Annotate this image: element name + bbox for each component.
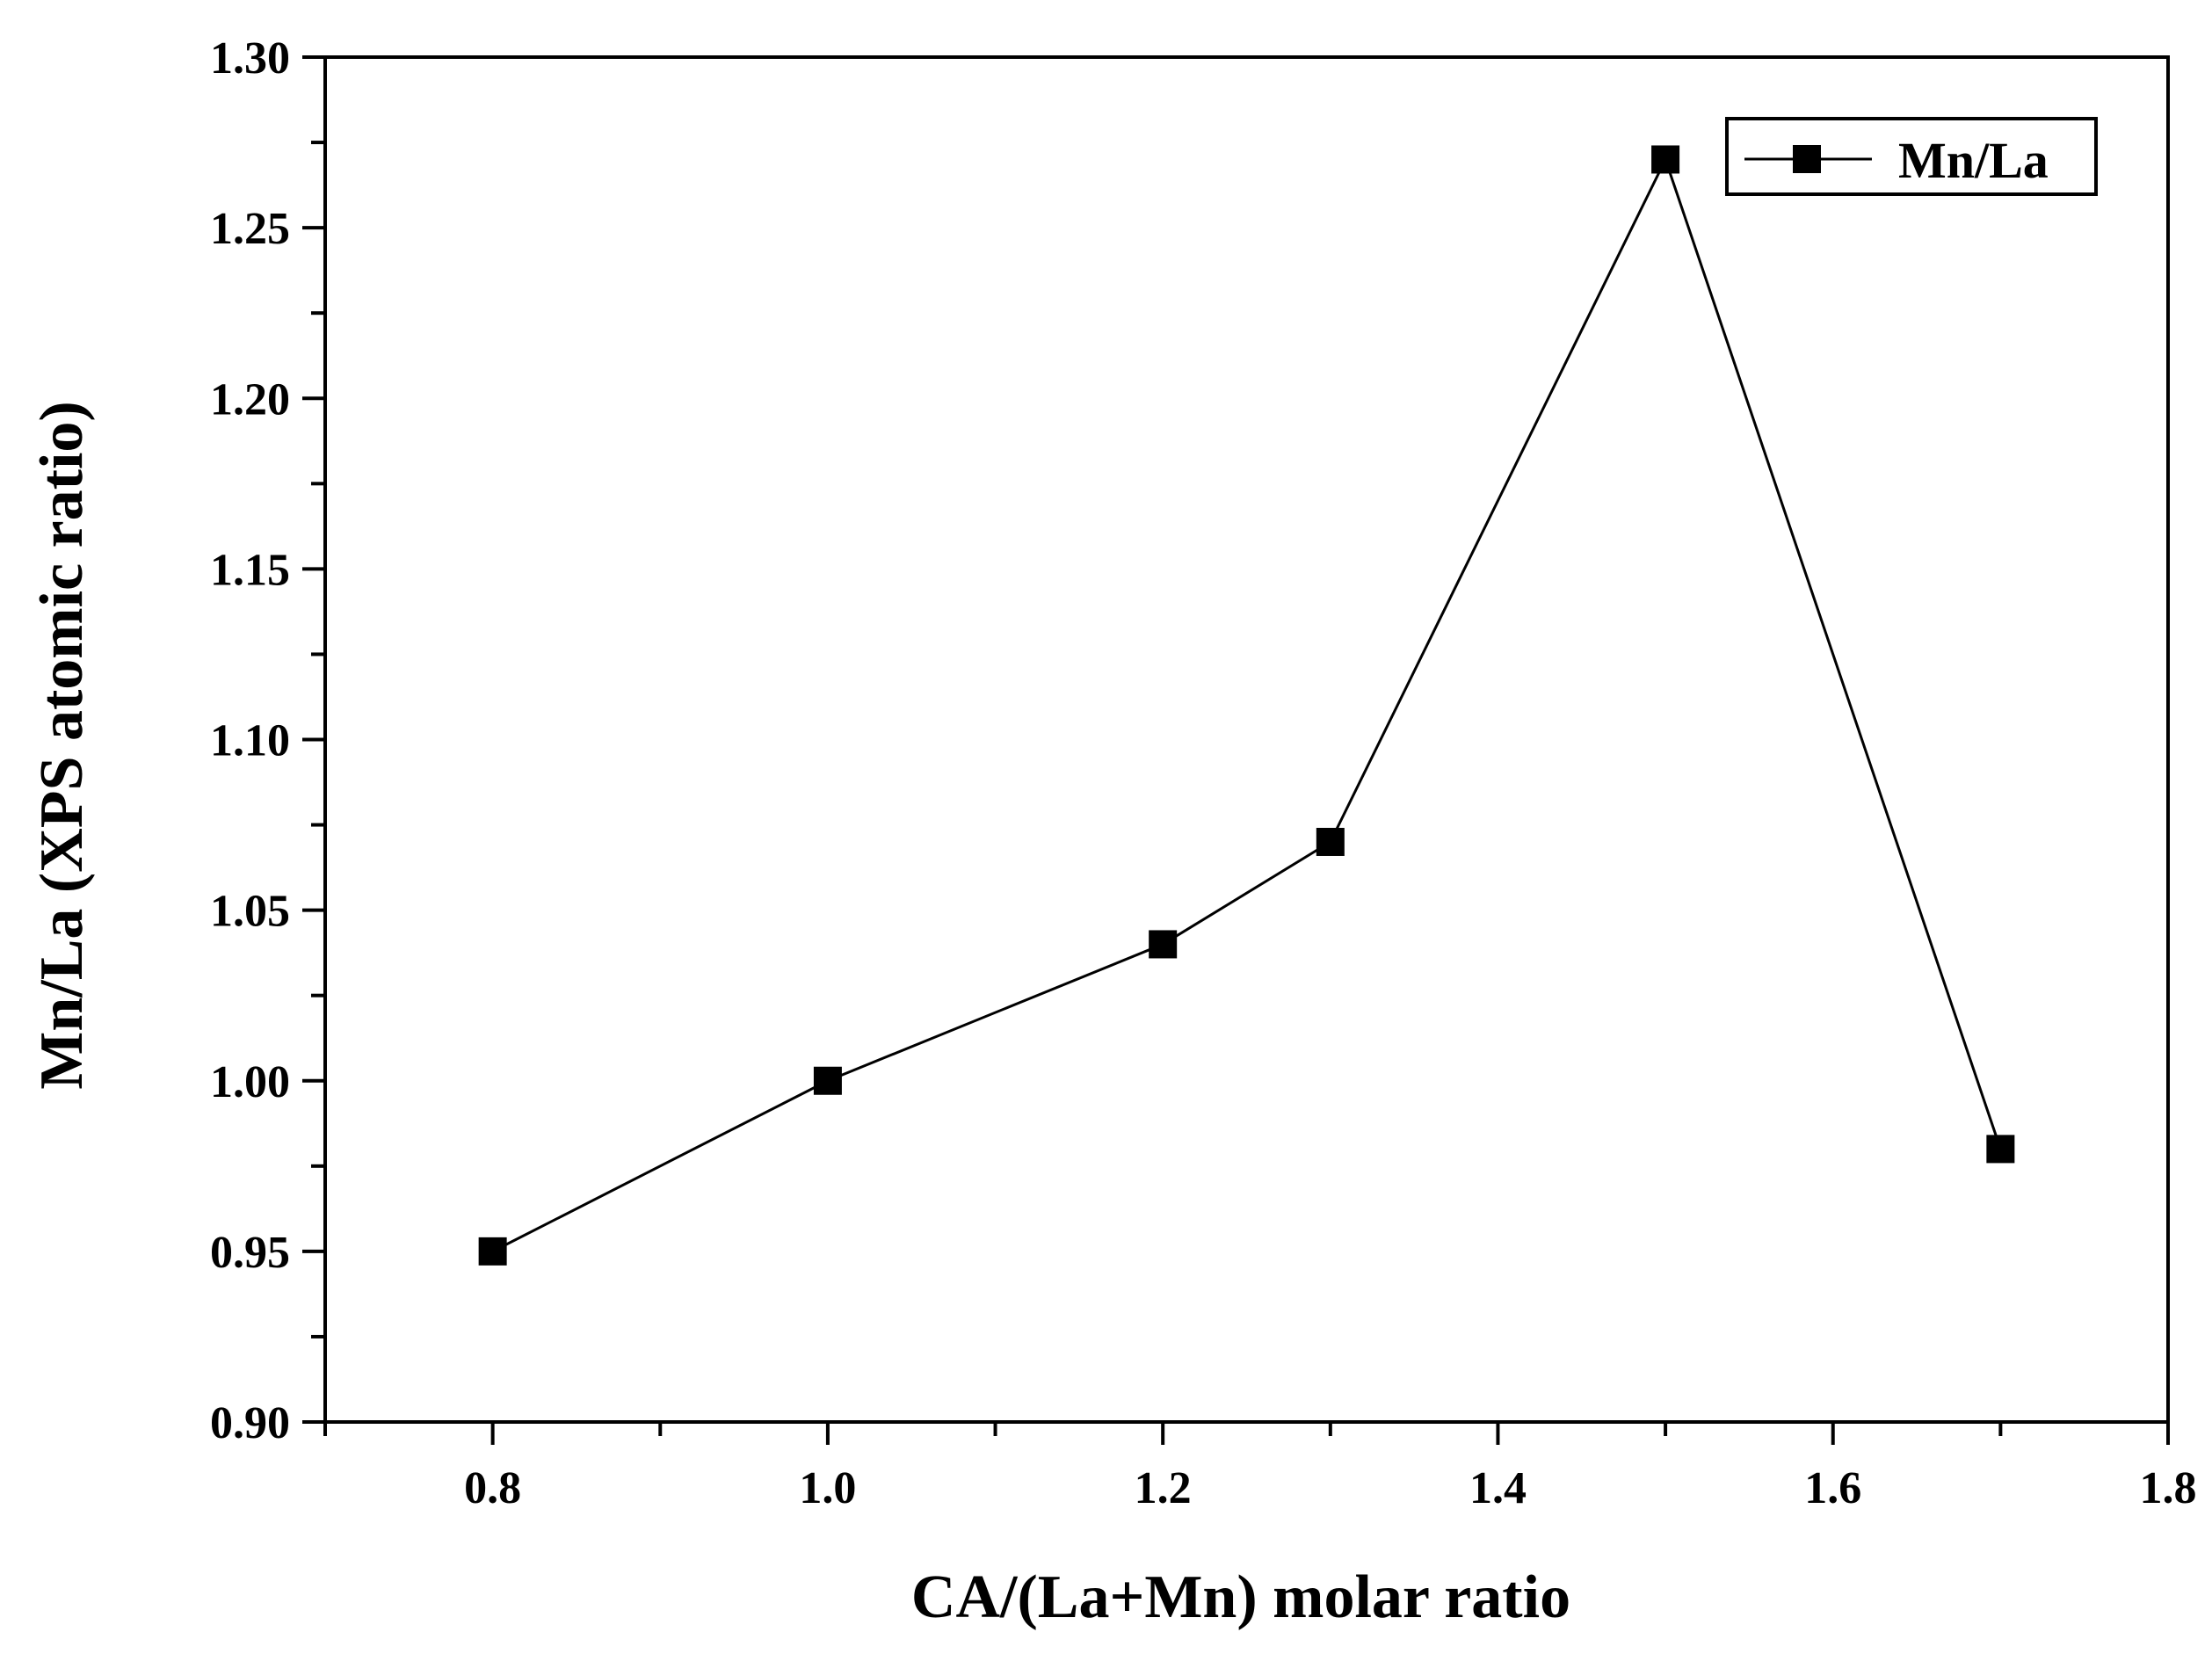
x-tick-label: 1.4 (1469, 1463, 1527, 1513)
series-line-segment (491, 1079, 829, 1253)
y-tick-label: 1.30 (210, 33, 290, 83)
x-tick-label: 0.8 (464, 1463, 521, 1513)
axes-layer: 0.8 1.0 1.2 1.4 1.6 1.8 0.90 0.95 1.00 1.05 1.10 1.… (210, 33, 2197, 1513)
data-point-marker (1149, 930, 1178, 959)
data-point-marker (1986, 1135, 2015, 1164)
legend-marker-icon (1793, 145, 1821, 173)
y-tick-label: 1.00 (210, 1057, 290, 1107)
series-line-segment (827, 943, 1164, 1083)
legend-box (1725, 117, 2098, 196)
legend-label: Mn/La (1898, 132, 2049, 189)
y-axis-title: Mn/La (XPS atomic ratio) (28, 401, 96, 1089)
legend: Mn/La (1725, 117, 2098, 196)
y-tick-label: 0.90 (210, 1398, 290, 1448)
series-line-segment (1162, 840, 1331, 946)
x-axis-title: CA/(La+Mn) molar ratio (911, 1563, 1570, 1631)
data-point-marker (478, 1237, 507, 1266)
x-tick-label: 1.0 (799, 1463, 856, 1513)
y-tick-label: 1.05 (210, 887, 290, 937)
data-point-marker (1316, 827, 1345, 856)
y-tick-label: 1.15 (210, 545, 290, 595)
x-tick-label: 1.6 (1804, 1463, 1861, 1513)
x-tick-label: 1.8 (2140, 1463, 2197, 1513)
data-point-marker (813, 1066, 842, 1095)
y-tick-label: 1.10 (210, 716, 290, 766)
series-layer (478, 145, 2015, 1266)
series-line-segment (1664, 158, 2002, 1150)
y-tick-label: 1.25 (210, 204, 290, 254)
x-tick-label: 1.2 (1135, 1463, 1192, 1513)
plot-frame (323, 55, 2170, 1424)
y-tick-label: 1.20 (210, 374, 290, 424)
y-tick-label: 0.95 (210, 1228, 290, 1278)
data-point-marker (1651, 145, 1680, 174)
series-line-segment (1329, 158, 1667, 843)
